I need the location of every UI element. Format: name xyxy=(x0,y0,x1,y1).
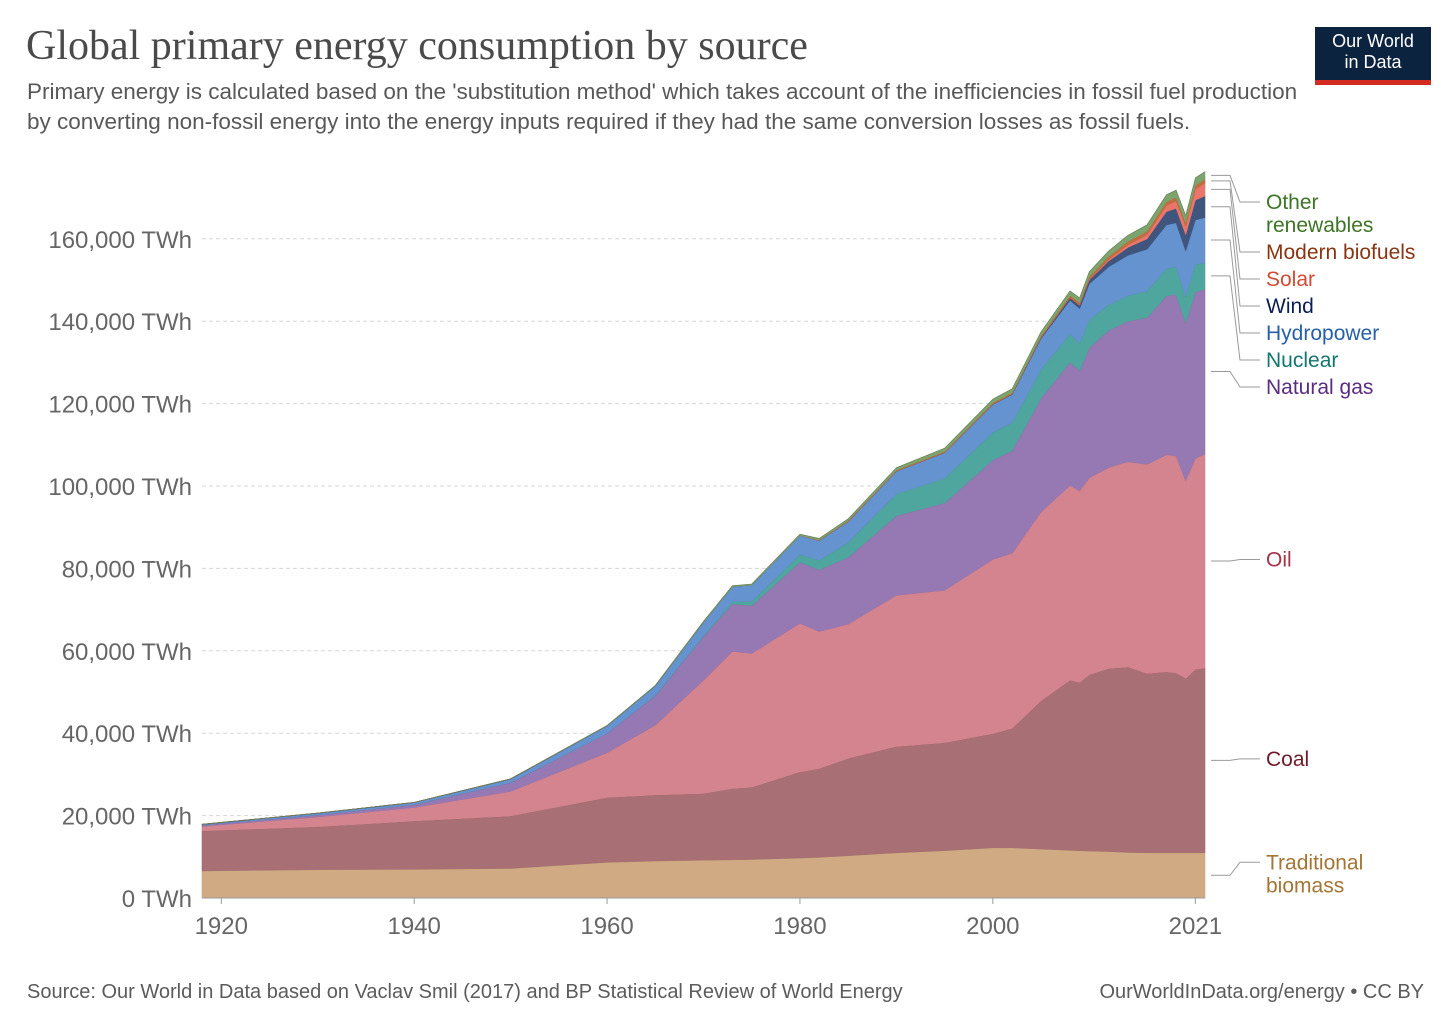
legend-label: Hydropower xyxy=(1266,322,1379,345)
y-tick-label: 0 TWh xyxy=(122,886,192,913)
legend-label: biomass xyxy=(1266,874,1344,897)
legend-label: renewables xyxy=(1266,214,1373,237)
legend-label: Wind xyxy=(1266,295,1314,318)
legend-connector xyxy=(1211,758,1260,761)
y-tick-label: 80,000 TWh xyxy=(62,556,192,583)
legend-item-nuclear: Nuclear xyxy=(1211,275,1338,372)
area-edge-other-renewables xyxy=(201,171,1206,825)
x-tick-label: 1920 xyxy=(195,913,248,940)
x-tick-label: 1980 xyxy=(773,913,826,940)
area-other-renewables xyxy=(201,171,1206,825)
owid-logo[interactable]: Our World in Data xyxy=(1315,27,1431,85)
legend-item-natural-gas: Natural gas xyxy=(1211,371,1373,399)
logo-line-2: in Data xyxy=(1344,52,1402,72)
legend-connector xyxy=(1211,180,1260,253)
y-tick-label: 40,000 TWh xyxy=(62,721,192,748)
legend-item-hydropower: Hydropower xyxy=(1211,239,1379,345)
axes: 0 TWh 20,000 TWh 40,000 TWh 60,000 TWh 80,00… xyxy=(48,227,1222,940)
chart-title: Global primary energy consumption by sou… xyxy=(26,23,808,69)
legend-label: Coal xyxy=(1266,748,1309,771)
legend-item-wind: Wind xyxy=(1211,206,1314,318)
legend-connector xyxy=(1211,188,1260,280)
chart-subtitle: Primary energy is calculated based on th… xyxy=(27,79,1298,134)
legend-label: Nuclear xyxy=(1266,349,1338,372)
y-tick-label: 160,000 TWh xyxy=(48,227,192,254)
legend-connector xyxy=(1211,239,1260,334)
y-tick-label: 120,000 TWh xyxy=(48,392,192,419)
legend-label: Oil xyxy=(1266,548,1292,571)
x-tick-label: 1960 xyxy=(580,913,633,940)
legend-connector xyxy=(1211,861,1260,876)
legend-label: Traditional xyxy=(1266,851,1363,874)
y-tick-label: 100,000 TWh xyxy=(48,474,192,501)
legend-label: Solar xyxy=(1266,268,1315,291)
legend-item-solar: Solar xyxy=(1211,188,1315,291)
x-tick-label: 2000 xyxy=(966,913,1019,940)
legend-connector xyxy=(1211,371,1260,388)
legend-connector xyxy=(1211,275,1260,361)
legend-connector xyxy=(1211,559,1260,562)
x-tick-label: 1940 xyxy=(387,913,440,940)
y-tick-label: 140,000 TWh xyxy=(48,309,192,336)
legend-item-coal: Coal xyxy=(1211,748,1309,771)
legend-label: Natural gas xyxy=(1266,376,1373,399)
y-tick-label: 60,000 TWh xyxy=(62,639,192,666)
legend-item-oil: Oil xyxy=(1211,548,1292,571)
logo-line-1: Our World xyxy=(1332,31,1414,51)
stacked-areas xyxy=(201,171,1206,899)
y-tick-label: 20,000 TWh xyxy=(62,804,192,831)
legend-connector xyxy=(1211,174,1260,203)
legend-item-modern-biofuels: Modern biofuels xyxy=(1211,180,1415,264)
legend-label: Modern biofuels xyxy=(1266,241,1415,264)
legend-connector xyxy=(1211,206,1260,307)
credit-link[interactable]: OurWorldInData.org/energy • CC BY xyxy=(1099,981,1424,1003)
source-note: Source: Our World in Data based on Vacla… xyxy=(27,981,903,1003)
legend-label: Other xyxy=(1266,191,1319,214)
x-tick-label: 2021 xyxy=(1169,913,1222,940)
